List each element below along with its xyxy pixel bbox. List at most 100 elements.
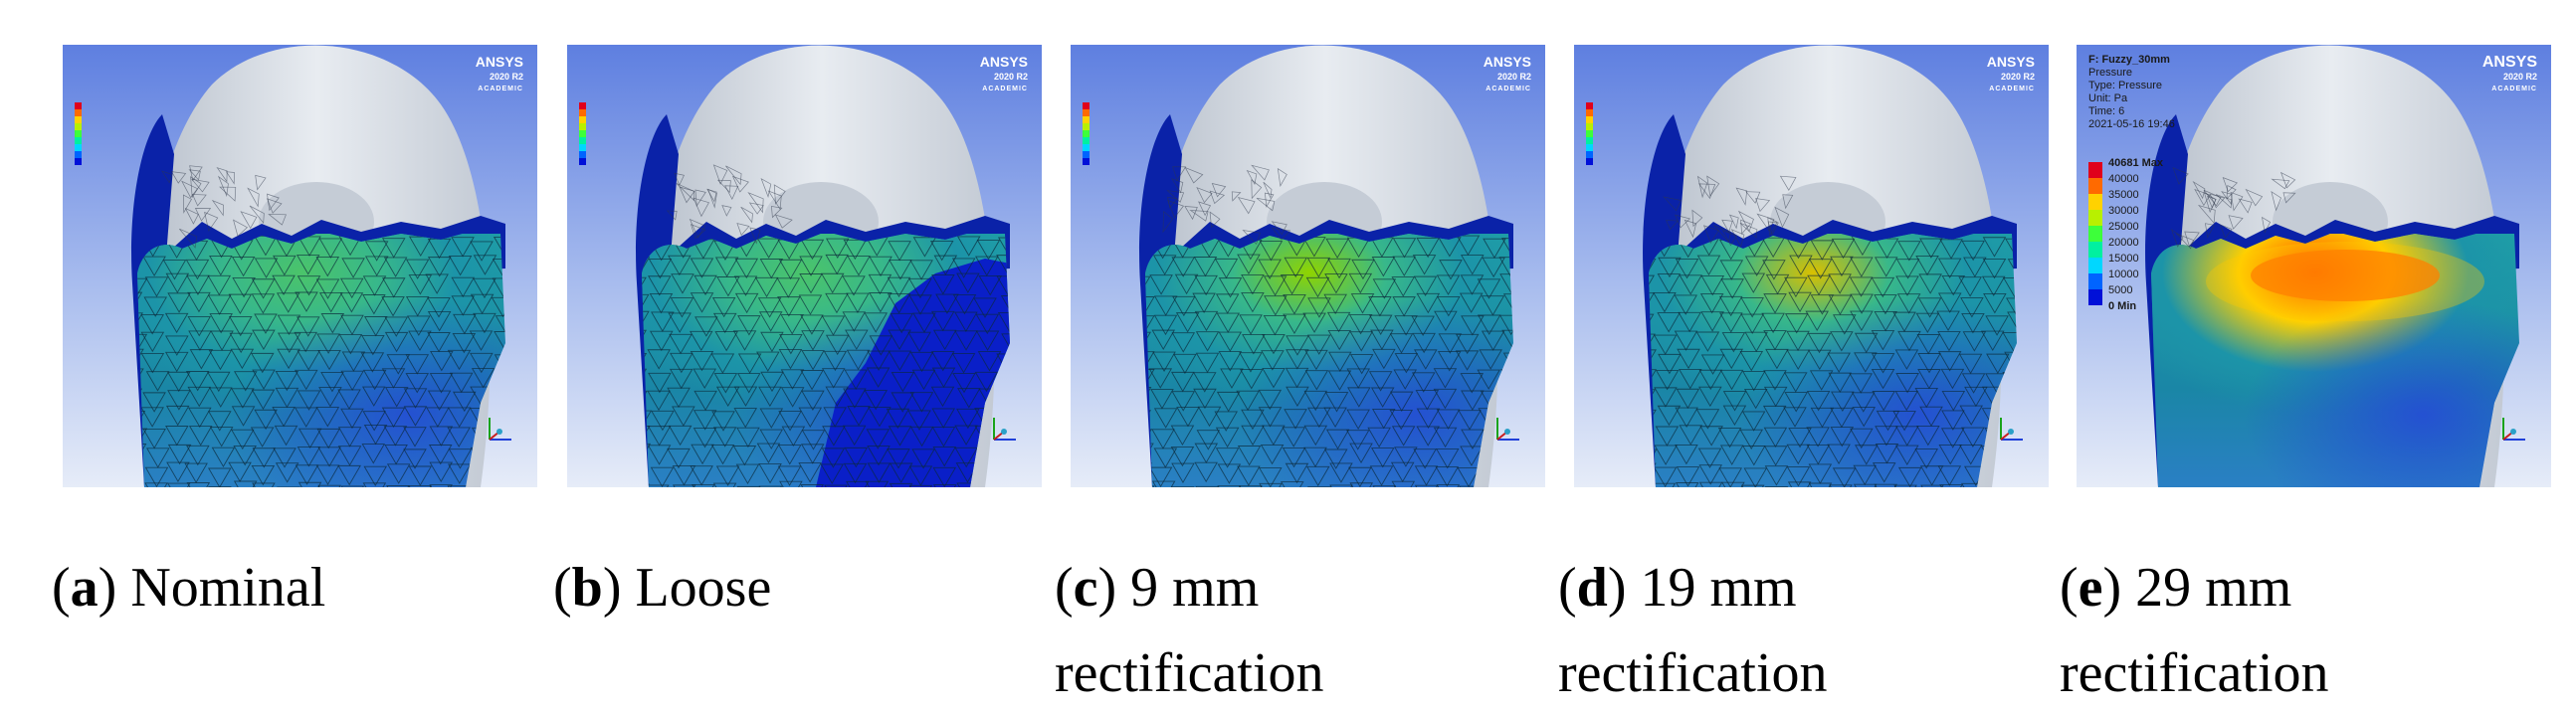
legend-swatch (2088, 162, 2102, 178)
legend-tick: 5000 (2108, 284, 2132, 296)
legend-swatch (75, 109, 82, 116)
legend-swatch (75, 116, 82, 123)
legend-swatch (75, 137, 82, 144)
caption-d: (d) 19 mm rectification (1558, 557, 1828, 704)
legend-swatch (1083, 137, 1090, 144)
svg-text:ACADEMIC: ACADEMIC (982, 86, 1028, 92)
legend-swatch (2088, 194, 2102, 210)
legend-swatch (1586, 151, 1593, 158)
legend-swatch (1586, 144, 1593, 151)
legend-swatch (579, 151, 586, 158)
legend-swatch (579, 116, 586, 123)
legend-line: Unit: Pa (2088, 92, 2128, 104)
legend-line: 2021-05-16 19:46 (2088, 118, 2175, 130)
legend-swatch (579, 144, 586, 151)
legend-swatch (75, 158, 82, 165)
legend-min: 0 Min (2108, 300, 2136, 312)
legend-swatch (1586, 116, 1593, 123)
svg-text:ANSYS: ANSYS (476, 54, 523, 70)
legend-title: F: Fuzzy_30mm (2088, 54, 2170, 66)
panel-b: ANSYS 2020 R2 ACADEMIC (567, 45, 1042, 487)
panel-c: ANSYS 2020 R2 ACADEMIC (1071, 45, 1545, 487)
legend-max: 40681 Max (2108, 157, 2164, 169)
caption-b: (b) Loose (553, 557, 772, 619)
legend-swatch (2088, 242, 2102, 258)
panel-a: ANSYS 2020 R2 ACADEMIC (63, 45, 537, 487)
axis-triad (2000, 418, 2023, 441)
caption-c: (c) 9 mm rectification (1055, 557, 1324, 704)
svg-text:ANSYS: ANSYS (2482, 54, 2537, 71)
svg-text:2020 R2: 2020 R2 (490, 72, 523, 82)
legend-swatch (1586, 123, 1593, 130)
legend-swatch (1083, 109, 1090, 116)
legend-swatch (1586, 158, 1593, 165)
caption-e: (e) 29 mm rectification (2060, 557, 2329, 704)
svg-text:ANSYS: ANSYS (980, 54, 1028, 70)
legend-tick: 40000 (2108, 173, 2139, 185)
svg-text:ACADEMIC: ACADEMIC (1486, 86, 1531, 92)
legend-swatch (579, 123, 586, 130)
legend-swatch (75, 130, 82, 137)
legend-swatch (75, 151, 82, 158)
svg-text:2020 R2: 2020 R2 (994, 72, 1028, 82)
legend-swatch (2088, 258, 2102, 273)
legend-swatch (2088, 289, 2102, 305)
ansys-logo: ANSYS 2020 R2 ACADEMIC (476, 54, 523, 92)
legend-swatch (2088, 273, 2102, 289)
axis-triad (489, 418, 511, 441)
legend-swatch (2088, 210, 2102, 226)
legend-swatch (1083, 130, 1090, 137)
fea-render-b: ANSYS 2020 R2 ACADEMIC (567, 45, 1042, 487)
legend-line: Type: Pressure (2088, 80, 2162, 91)
legend-line: Time: 6 (2088, 105, 2124, 117)
legend-swatch (1083, 102, 1090, 109)
ansys-logo: ANSYS 2020 R2 ACADEMIC (980, 54, 1028, 92)
panel-e: ANSYS 2020 R2 ACADEMIC F: Fuzzy_30mm Pressur… (2077, 45, 2551, 487)
legend-swatch (2088, 178, 2102, 194)
legend-tick: 30000 (2108, 205, 2139, 217)
svg-text:ANSYS: ANSYS (1987, 54, 2035, 70)
legend-swatch (579, 158, 586, 165)
legend-swatch (75, 123, 82, 130)
axis-triad (1496, 418, 1519, 441)
fea-render-a: ANSYS 2020 R2 ACADEMIC (63, 45, 537, 487)
legend-swatch (75, 102, 82, 109)
legend-swatch (1586, 137, 1593, 144)
legend-swatch (1586, 109, 1593, 116)
caption-a: (a) Nominal (52, 557, 326, 619)
legend-tick: 10000 (2108, 268, 2139, 280)
axis-triad (993, 418, 1016, 441)
svg-text:ACADEMIC: ACADEMIC (1989, 86, 2035, 92)
legend (75, 102, 82, 165)
legend-tick: 15000 (2108, 253, 2139, 265)
legend-swatch (75, 144, 82, 151)
legend-swatch (579, 137, 586, 144)
svg-text:2020 R2: 2020 R2 (2001, 72, 2035, 82)
legend-line: Pressure (2088, 67, 2132, 79)
axis-triad (2502, 418, 2525, 441)
legend-tick: 20000 (2108, 237, 2139, 249)
legend-swatch (579, 109, 586, 116)
legend-swatch (579, 130, 586, 137)
legend-swatch (579, 102, 586, 109)
legend-swatch (1083, 116, 1090, 123)
legend-tick: 35000 (2108, 189, 2139, 201)
legend-swatch (2088, 226, 2102, 242)
legend-swatch (1083, 151, 1090, 158)
svg-text:2020 R2: 2020 R2 (2503, 72, 2537, 82)
panel-d: ANSYS 2020 R2 ACADEMIC (1574, 45, 2049, 487)
legend-swatch (1586, 102, 1593, 109)
ansys-logo: ANSYS 2020 R2 ACADEMIC (1987, 54, 2035, 92)
legend-swatch (1083, 123, 1090, 130)
svg-text:ACADEMIC: ACADEMIC (478, 86, 523, 92)
svg-text:ANSYS: ANSYS (1484, 54, 1531, 70)
legend-tick: 25000 (2108, 221, 2139, 233)
legend (579, 102, 586, 165)
legend (1586, 102, 1593, 165)
fea-render-d: ANSYS 2020 R2 ACADEMIC (1574, 45, 2049, 487)
legend-swatch (1083, 144, 1090, 151)
fea-render-c: ANSYS 2020 R2 ACADEMIC (1071, 45, 1545, 487)
